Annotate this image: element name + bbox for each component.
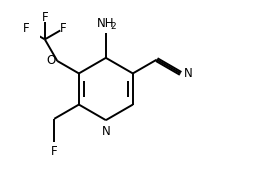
Text: O: O bbox=[47, 54, 56, 67]
Text: F: F bbox=[51, 145, 58, 158]
Text: N: N bbox=[184, 67, 192, 80]
Text: NH: NH bbox=[97, 17, 114, 30]
Text: N: N bbox=[102, 125, 111, 138]
Text: F: F bbox=[42, 11, 48, 24]
Text: F: F bbox=[60, 22, 67, 35]
Text: F: F bbox=[23, 22, 29, 35]
Text: 2: 2 bbox=[110, 22, 116, 31]
